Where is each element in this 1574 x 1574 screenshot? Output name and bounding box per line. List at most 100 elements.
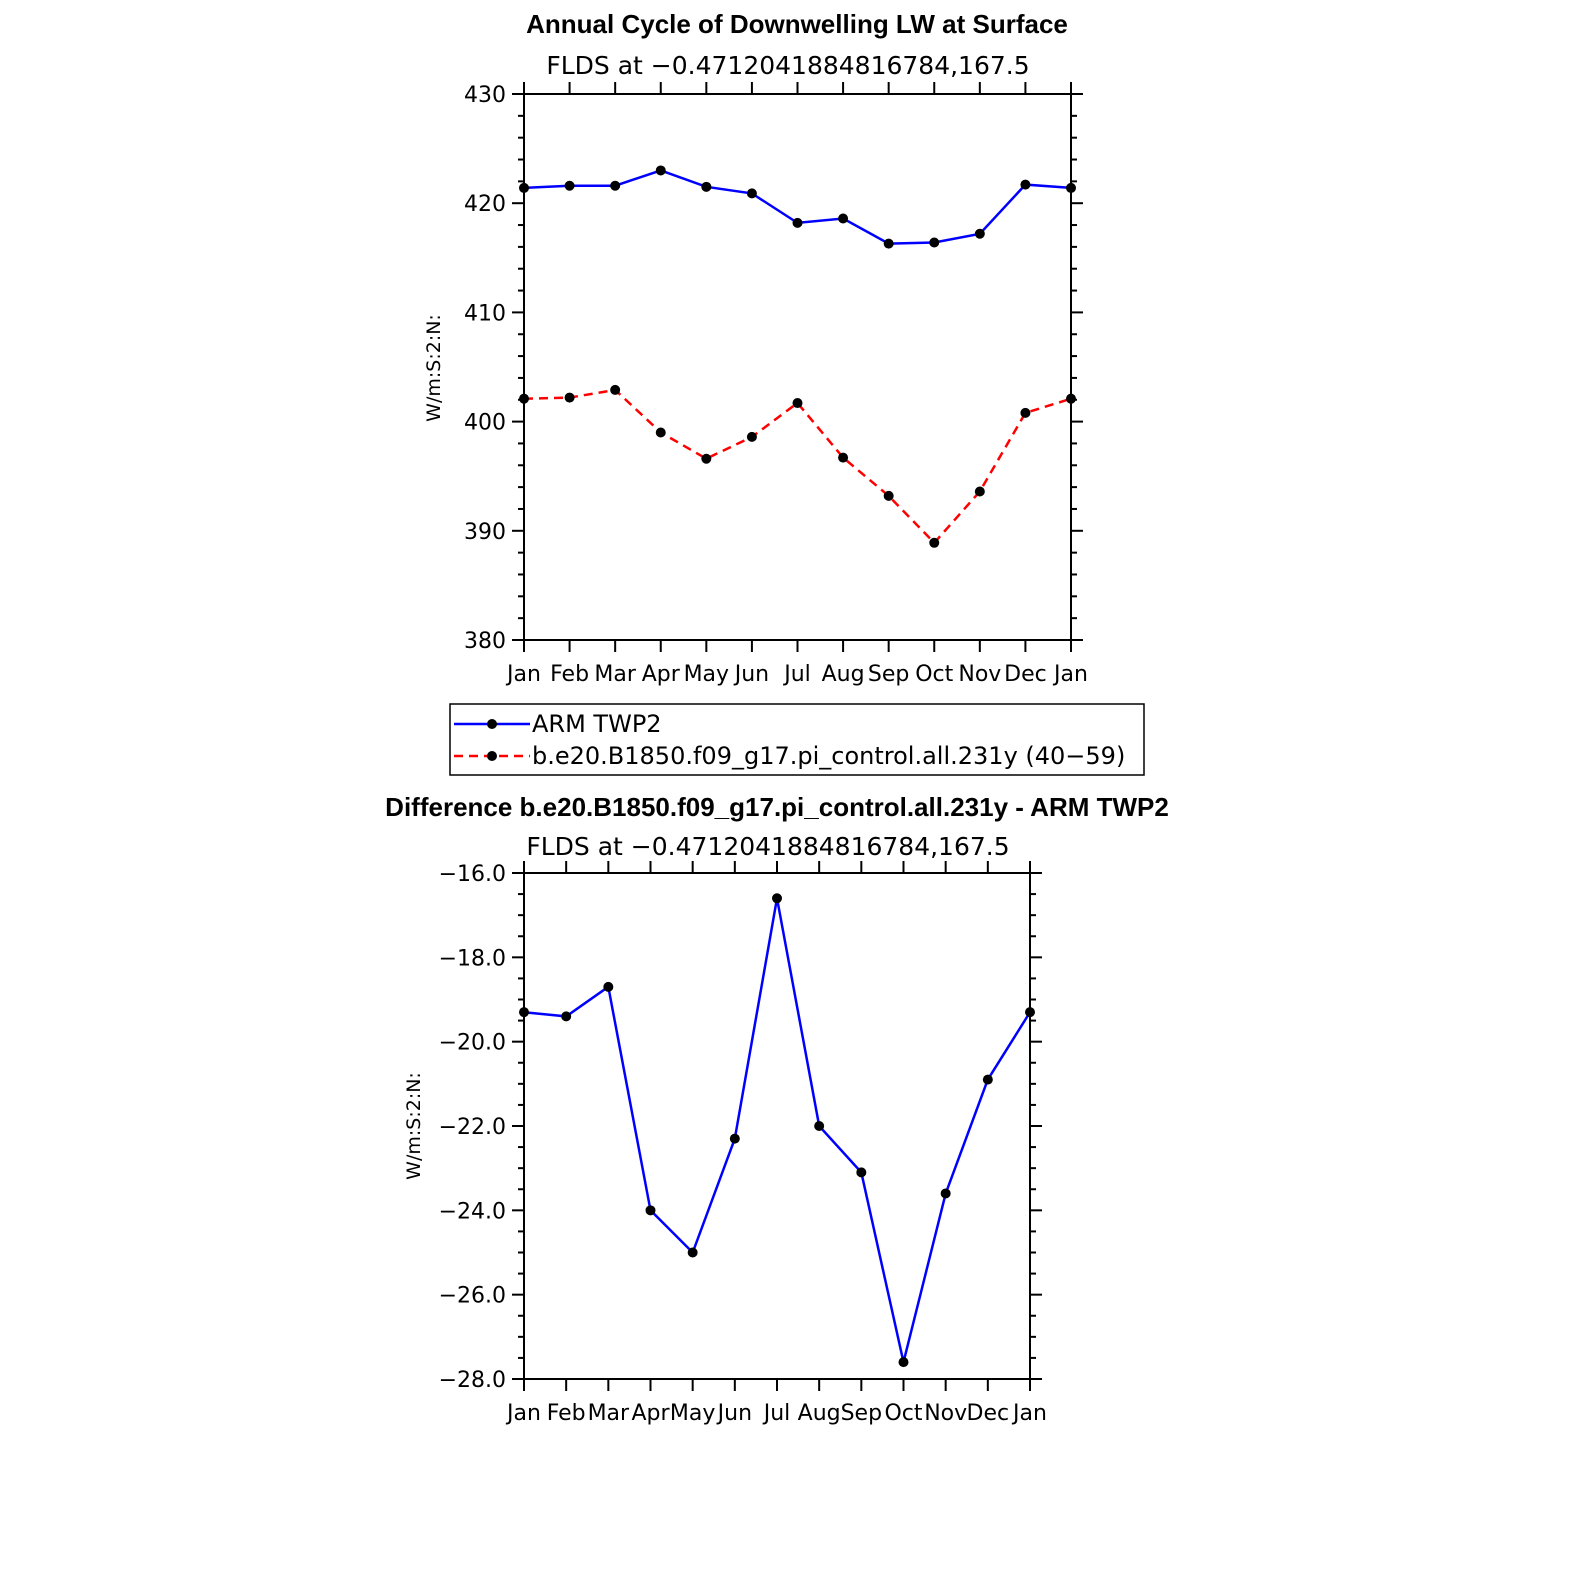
plot-frame bbox=[523, 872, 1031, 1380]
data-point bbox=[792, 217, 803, 228]
data-point bbox=[1066, 182, 1076, 193]
y-tick-label: 400 bbox=[464, 411, 506, 436]
y-tick-label: −20.0 bbox=[439, 1031, 506, 1056]
y-tick-label: 420 bbox=[464, 192, 506, 217]
data-point bbox=[645, 1205, 656, 1216]
x-tick-label: Sep bbox=[841, 1401, 882, 1426]
x-tick-label: Nov bbox=[924, 1401, 967, 1426]
x-tick-label: Apr bbox=[642, 662, 681, 687]
data-point bbox=[561, 1011, 572, 1022]
data-point bbox=[519, 1007, 529, 1018]
data-point bbox=[519, 393, 529, 404]
data-point bbox=[792, 398, 803, 409]
data-point bbox=[610, 180, 621, 191]
x-tick-label: Jan bbox=[505, 662, 541, 687]
x-tick-label: Jun bbox=[733, 662, 769, 687]
y-axis-label: W/m:S:2:N: bbox=[423, 314, 445, 422]
data-point bbox=[974, 228, 985, 239]
x-tick-label: May bbox=[670, 1401, 715, 1426]
y-tick-label: 390 bbox=[464, 520, 506, 545]
y-tick-label: −24.0 bbox=[439, 1199, 506, 1224]
series-line-0 bbox=[523, 169, 1072, 245]
data-point bbox=[603, 981, 614, 992]
legend-box bbox=[449, 703, 1145, 776]
y-tick-label: 380 bbox=[464, 629, 506, 654]
y-tick-label: −22.0 bbox=[439, 1115, 506, 1140]
x-tick-label: Aug bbox=[798, 1401, 841, 1426]
data-point bbox=[929, 537, 940, 548]
data-point bbox=[1020, 179, 1031, 190]
data-point bbox=[940, 1188, 951, 1199]
x-tick-label: Jul bbox=[782, 662, 811, 687]
y-tick-label: −26.0 bbox=[439, 1284, 506, 1309]
x-tick-label: Dec bbox=[967, 1401, 1010, 1426]
series-line-1 bbox=[523, 388, 1072, 545]
y-axis-label: W/m:S:2:N: bbox=[403, 1072, 425, 1180]
y-tick-label: −18.0 bbox=[439, 946, 506, 971]
data-point bbox=[729, 1133, 740, 1144]
data-point bbox=[883, 490, 894, 501]
x-tick-label: Oct bbox=[915, 662, 953, 687]
legend-marker-arm-twp2 bbox=[487, 719, 497, 729]
data-point bbox=[1025, 1007, 1035, 1018]
data-point bbox=[883, 238, 894, 249]
data-point bbox=[1020, 407, 1031, 418]
difference-chart: Difference b.e20.B1850.f09_g17.pi_contro… bbox=[385, 792, 1169, 1426]
y-tick-label: 410 bbox=[464, 301, 506, 326]
x-tick-label: Dec bbox=[1004, 662, 1047, 687]
data-point bbox=[655, 165, 666, 176]
annual-cycle-chart: Annual Cycle of Downwelling LW at Surfac… bbox=[423, 9, 1088, 687]
x-tick-label: Nov bbox=[958, 662, 1001, 687]
series-line-0 bbox=[523, 898, 1032, 1363]
x-tick-label: Feb bbox=[547, 1401, 586, 1426]
x-tick-label: May bbox=[684, 662, 729, 687]
data-point bbox=[746, 431, 757, 442]
data-point bbox=[772, 893, 782, 904]
y-tick-label: 430 bbox=[464, 83, 506, 108]
legend-entry-arm-twp2: ARM TWP2 bbox=[532, 710, 662, 738]
legend: ARM TWP2 b.e20.B1850.f09_g17.pi_control.… bbox=[449, 703, 1145, 776]
chart-subtitle: FLDS at −0.4712041884816784,167.5 bbox=[526, 832, 1009, 861]
series-layer bbox=[519, 893, 1035, 1368]
x-tick-label: Apr bbox=[631, 1401, 670, 1426]
data-point bbox=[838, 452, 849, 463]
series-layer bbox=[519, 165, 1076, 548]
plot-frame bbox=[523, 93, 1072, 641]
x-tick-label: Jun bbox=[716, 1401, 752, 1426]
x-tick-label: Feb bbox=[550, 662, 589, 687]
data-point bbox=[701, 181, 712, 192]
x-tick-label: Jan bbox=[1011, 1401, 1047, 1426]
legend-entry-model: b.e20.B1850.f09_g17.pi_control.all.231y … bbox=[532, 742, 1125, 770]
x-tick-label: Mar bbox=[594, 662, 636, 687]
data-point bbox=[746, 188, 757, 199]
data-point bbox=[982, 1074, 993, 1085]
data-point bbox=[655, 427, 666, 438]
y-tick-label: −16.0 bbox=[439, 862, 506, 887]
data-point bbox=[687, 1247, 698, 1258]
data-point bbox=[814, 1121, 825, 1131]
chart-title: Annual Cycle of Downwelling LW at Surfac… bbox=[526, 9, 1068, 39]
data-point bbox=[519, 182, 529, 193]
y-tick-label: −28.0 bbox=[439, 1368, 506, 1393]
data-point bbox=[838, 213, 849, 224]
x-tick-label: Aug bbox=[822, 662, 865, 687]
x-tick-label: Jan bbox=[1052, 662, 1088, 687]
x-tick-label: Mar bbox=[588, 1401, 630, 1426]
x-tick-label: Jul bbox=[762, 1401, 791, 1426]
data-point bbox=[929, 237, 940, 248]
legend-marker-model bbox=[487, 751, 497, 761]
data-point bbox=[1066, 393, 1076, 404]
x-tick-label: Oct bbox=[884, 1401, 922, 1426]
data-point bbox=[898, 1357, 909, 1368]
x-tick-label: Sep bbox=[868, 662, 909, 687]
data-point bbox=[974, 486, 985, 497]
chart-subtitle: FLDS at −0.4712041884816784,167.5 bbox=[546, 51, 1029, 80]
axes-frame: 380 390 400 410 420 430 Jan Feb Mar Apr May Jun Jul A… bbox=[464, 82, 1088, 687]
data-point bbox=[564, 392, 575, 403]
data-point bbox=[701, 453, 712, 464]
data-point bbox=[610, 384, 621, 395]
x-tick-label: Jan bbox=[505, 1401, 541, 1426]
data-point bbox=[564, 180, 575, 191]
